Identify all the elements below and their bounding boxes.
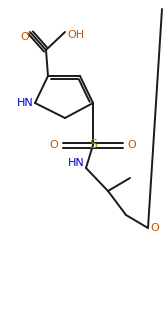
Text: OH: OH [67, 30, 85, 40]
Text: O: O [50, 140, 58, 150]
Text: O: O [128, 140, 136, 150]
Text: O: O [151, 223, 159, 233]
Text: HN: HN [68, 158, 84, 168]
Text: HN: HN [17, 98, 33, 108]
Text: S: S [89, 139, 97, 151]
Text: O: O [21, 32, 29, 42]
